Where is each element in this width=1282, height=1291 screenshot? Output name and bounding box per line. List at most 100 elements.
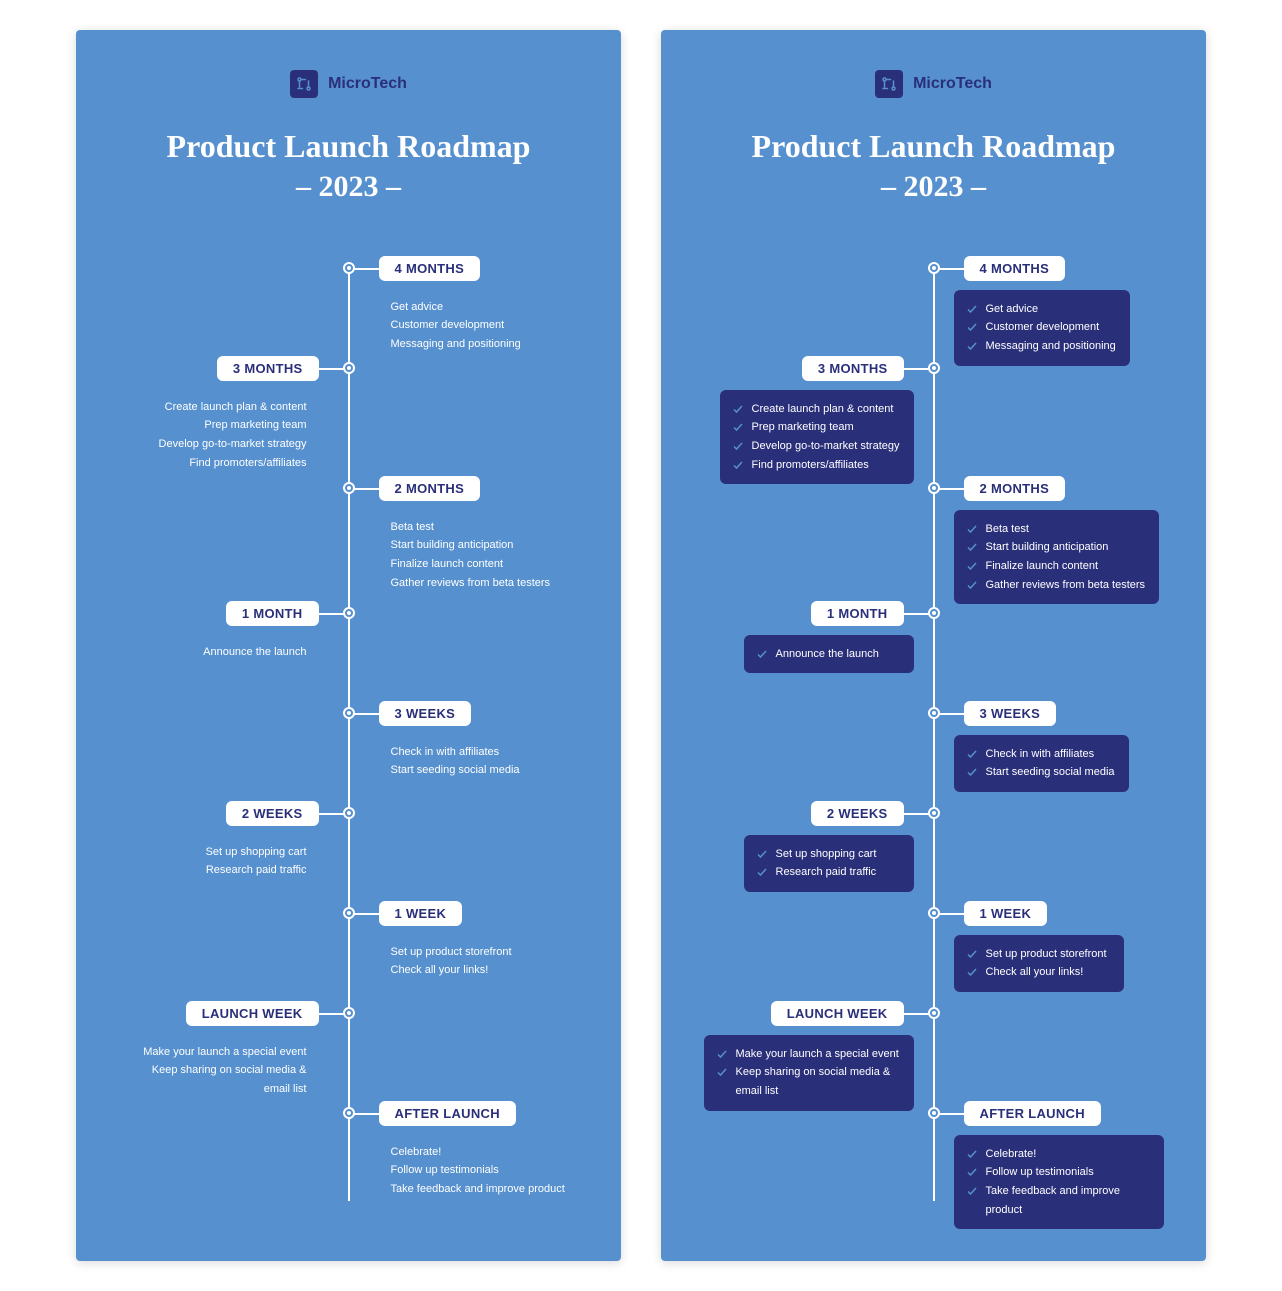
timeline-node-icon — [343, 1107, 355, 1119]
task-box: Set up product storefront Check all your … — [379, 935, 524, 988]
task-item: Create launch plan & content — [732, 400, 900, 419]
milestone: 4 MONTHSGet adviceCustomer developmentMe… — [119, 256, 579, 356]
task-item: Research paid traffic — [206, 861, 307, 880]
task-text: Research paid traffic — [206, 864, 307, 876]
task-box: Beta testStart building anticipationFina… — [379, 510, 563, 601]
task-text: Research paid traffic — [776, 863, 900, 882]
title-main: Product Launch Roadmap — [96, 126, 601, 166]
milestone: 1 MONTHAnnounce the launch — [704, 601, 1164, 701]
task-item: Announce the launch — [756, 645, 900, 664]
milestone-label: 2 WEEKS — [226, 801, 319, 826]
task-text: Set up product storefront — [391, 946, 512, 958]
task-text: Beta test — [986, 520, 1146, 539]
task-item: Create launch plan & content — [159, 398, 307, 417]
task-item: Start seeding social media — [391, 761, 520, 780]
milestone: 1 MONTHAnnounce the launch — [119, 601, 579, 701]
milestone: 3 MONTHSCreate launch plan & contentPrep… — [119, 356, 579, 476]
timeline-node-icon — [343, 807, 355, 819]
task-text: Develop go-to-market strategy — [752, 437, 900, 456]
task-text: Set up shopping cart — [206, 846, 307, 858]
check-icon — [756, 866, 768, 878]
task-item: Gather reviews from beta testers — [966, 576, 1146, 595]
milestone: 3 WEEKSCheck in with affiliatesStart see… — [119, 701, 579, 801]
check-icon — [732, 403, 744, 415]
check-icon — [966, 966, 978, 978]
timeline-node-icon — [928, 1007, 940, 1019]
task-text: Create launch plan & content — [165, 401, 307, 413]
check-icon — [966, 766, 978, 778]
milestone: AFTER LAUNCHCelebrate!Follow up testimon… — [119, 1101, 579, 1211]
milestone-label: 3 WEEKS — [379, 701, 472, 726]
brand-header: MicroTech — [96, 60, 601, 98]
task-item: Start seeding social media — [966, 763, 1115, 782]
task-box: Create launch plan & contentPrep marketi… — [720, 390, 914, 485]
task-text: Get advice — [986, 300, 1116, 319]
timeline-node-icon — [343, 1007, 355, 1019]
timeline-node-icon — [343, 907, 355, 919]
task-item: Finalize launch content — [966, 557, 1146, 576]
milestone-label: 4 MONTHS — [964, 256, 1066, 281]
task-item: Research paid traffic — [756, 863, 900, 882]
milestone-label: 2 MONTHS — [964, 476, 1066, 501]
timeline-node-icon — [343, 707, 355, 719]
check-icon — [966, 321, 978, 333]
task-item: Keep sharing on social media & email lis… — [131, 1061, 307, 1098]
task-item: Celebrate! — [966, 1145, 1150, 1164]
task-text: Prep marketing team — [752, 418, 900, 437]
task-box: Announce the launch — [191, 635, 318, 670]
task-box: Create launch plan & content Prep marketi… — [147, 390, 319, 481]
title-main: Product Launch Roadmap — [681, 126, 1186, 166]
task-item: Celebrate! — [391, 1143, 565, 1162]
milestone-label: 1 WEEK — [379, 901, 463, 926]
milestone: 2 WEEKS Set up shopping cart Research paid… — [119, 801, 579, 901]
task-item: Check all your links! — [966, 963, 1110, 982]
task-text: Find promoters/affiliates — [189, 457, 306, 469]
task-box: Beta testStart building anticipationFina… — [954, 510, 1160, 605]
task-item: Get advice — [391, 298, 521, 317]
check-icon — [716, 1048, 728, 1060]
milestone: 1 WEEK Set up product storefront Check all… — [119, 901, 579, 1001]
task-text: Start building anticipation — [986, 538, 1146, 557]
task-text: Customer development — [986, 318, 1116, 337]
task-box: Get adviceCustomer developmentMessaging … — [954, 290, 1130, 366]
task-text: Set up shopping cart — [776, 845, 900, 864]
roadmap-card-variant-a: MicroTech Product Launch Roadmap – 2023 … — [76, 30, 621, 1261]
timeline-b: 4 MONTHS Get adviceCustomer developmentMe… — [704, 256, 1164, 1211]
brand-logo-icon — [290, 70, 318, 98]
task-text: Develop go-to-market strategy — [159, 438, 307, 450]
timeline-node-icon — [343, 482, 355, 494]
task-item: Get advice — [966, 300, 1116, 319]
task-text: Make your launch a special event — [736, 1045, 900, 1064]
milestone: 3 MONTHSCreate launch plan & contentPrep… — [704, 356, 1164, 476]
check-icon — [966, 748, 978, 760]
task-text: Finalize launch content — [391, 558, 504, 570]
task-box: Announce the launch — [744, 635, 914, 674]
task-box: Celebrate!Follow up testimonialsTake fee… — [954, 1135, 1164, 1230]
task-text: Check all your links! — [986, 963, 1110, 982]
milestone: 2 MONTHS Beta testStart building anticipa… — [704, 476, 1164, 601]
check-icon — [966, 541, 978, 553]
check-icon — [966, 948, 978, 960]
task-text: Prep marketing team — [204, 419, 306, 431]
task-text: Start building anticipation — [391, 539, 514, 551]
task-text: Make your launch a special event — [143, 1046, 306, 1058]
title-block: Product Launch Roadmap – 2023 – — [96, 126, 601, 206]
task-box: Make your launch a special eventKeep sha… — [704, 1035, 914, 1111]
task-item: Start building anticipation — [966, 538, 1146, 557]
task-text: Check all your links! — [391, 964, 489, 976]
task-item: Check in with affiliates — [966, 745, 1115, 764]
task-text: Find promoters/affiliates — [752, 456, 900, 475]
task-text: Start seeding social media — [391, 764, 520, 776]
task-text: Customer development — [391, 319, 505, 331]
milestone: 2 WEEKSSet up shopping cartResearch paid… — [704, 801, 1164, 901]
timeline-node-icon — [928, 362, 940, 374]
task-item: Beta test — [966, 520, 1146, 539]
task-box: Set up shopping cartResearch paid traffi… — [744, 835, 914, 892]
task-item: Develop go-to-market strategy — [159, 435, 307, 454]
check-icon — [966, 560, 978, 572]
task-box: Set up product storefrontCheck all your … — [954, 935, 1124, 992]
task-text: Gather reviews from beta testers — [986, 576, 1146, 595]
timeline-node-icon — [928, 707, 940, 719]
task-item: Develop go-to-market strategy — [732, 437, 900, 456]
task-item: Gather reviews from beta testers — [391, 574, 551, 593]
